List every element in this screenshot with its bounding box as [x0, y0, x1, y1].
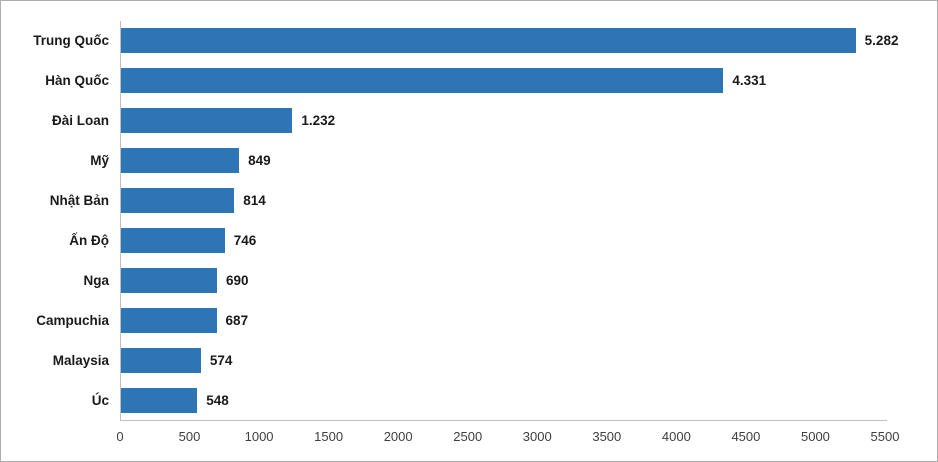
- bar: [121, 348, 201, 373]
- value-label: 5.282: [864, 33, 899, 48]
- value-label: 574: [209, 353, 233, 368]
- x-tick-label: 4000: [661, 429, 691, 444]
- x-tick-label: 5500: [870, 429, 900, 444]
- x-tick-label: 5000: [800, 429, 830, 444]
- bar: [121, 268, 217, 293]
- bar: [121, 388, 198, 413]
- x-axis-line: [120, 420, 887, 421]
- bar-row: Hàn Quốc 4.331: [1, 61, 937, 101]
- category-label: Hàn Quốc: [45, 73, 109, 88]
- category-label: Nhật Bản: [49, 193, 109, 208]
- value-label: 1.232: [301, 113, 336, 128]
- category-label: Trung Quốc: [33, 33, 109, 48]
- y-axis-line: [120, 21, 121, 421]
- bar: [121, 68, 724, 93]
- x-tick-label: 1000: [244, 429, 274, 444]
- bar: [121, 108, 293, 133]
- x-tick-label: 3000: [522, 429, 552, 444]
- category-label: Úc: [91, 393, 109, 408]
- category-label: Campuchia: [36, 313, 109, 328]
- x-tick-label: 1500: [314, 429, 344, 444]
- category-label: Ấn Độ: [69, 233, 109, 248]
- x-tick-label: 2500: [453, 429, 483, 444]
- category-label: Nga: [83, 273, 109, 288]
- value-label: 690: [225, 273, 249, 288]
- value-label: 687: [225, 313, 249, 328]
- value-label: 4.331: [732, 73, 767, 88]
- category-label: Đài Loan: [51, 113, 109, 128]
- bar-row: Mỹ 849: [1, 141, 937, 181]
- bar-row: Trung Quốc 5.282: [1, 21, 937, 61]
- bar: [121, 148, 240, 173]
- value-label: 849: [248, 153, 271, 168]
- category-label: Malaysia: [52, 353, 109, 368]
- x-tick-label: 3500: [592, 429, 622, 444]
- bar-row: Campuchia 687: [1, 301, 937, 341]
- value-label: 746: [233, 233, 257, 248]
- x-tick-label: 500: [178, 429, 201, 444]
- bar-row: Đài Loan 1.232: [1, 101, 937, 141]
- x-tick-label: 4500: [731, 429, 761, 444]
- bar-row: Malaysia 574: [1, 341, 937, 381]
- bar-row: Ấn Độ 746: [1, 221, 937, 261]
- category-label: Mỹ: [90, 153, 109, 168]
- x-tick-label: 0: [116, 429, 124, 444]
- bar: [121, 188, 235, 213]
- x-tick-label: 2000: [383, 429, 413, 444]
- bar: [121, 228, 225, 253]
- bar: [121, 308, 217, 333]
- value-label: 548: [206, 393, 229, 408]
- bar: [121, 28, 856, 53]
- bar-row: Nhật Bản 814: [1, 181, 937, 221]
- bar-row: Nga 690: [1, 261, 937, 301]
- bar-row: Úc 548: [1, 381, 937, 421]
- value-label: 814: [243, 193, 266, 208]
